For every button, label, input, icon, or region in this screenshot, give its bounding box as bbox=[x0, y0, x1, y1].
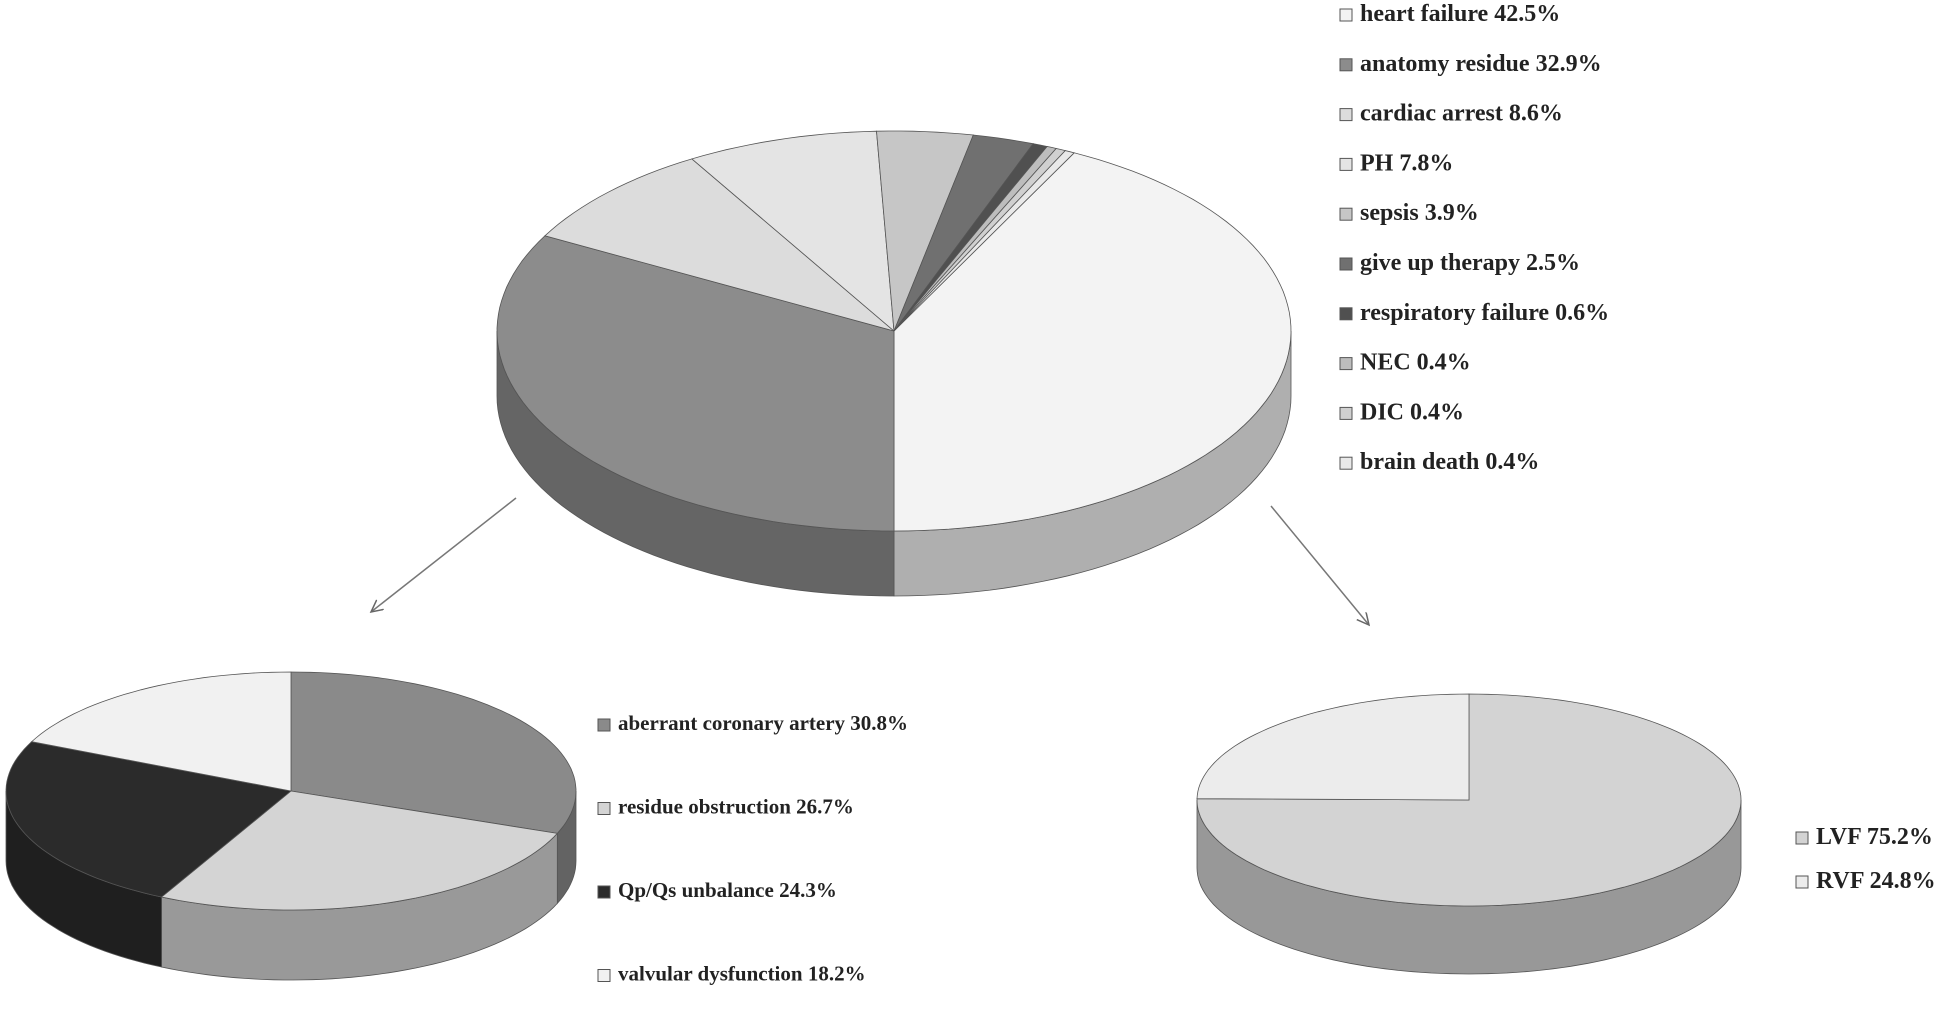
legend-swatch bbox=[1339, 157, 1353, 171]
legend-swatch bbox=[597, 802, 611, 815]
legend-swatch bbox=[1795, 875, 1809, 889]
pie-slice bbox=[876, 130, 974, 332]
legend-category: LVF bbox=[1816, 824, 1861, 850]
legend-label: sepsis 3.9% bbox=[1360, 200, 1479, 226]
pie-slice bbox=[290, 671, 577, 834]
legend-value: 0.4% bbox=[1417, 349, 1471, 375]
legend-value: 2.5% bbox=[1526, 250, 1580, 276]
legend-value: 0.4% bbox=[1485, 449, 1539, 475]
legend-category: valvular dysfunction bbox=[618, 961, 803, 985]
legend-value: 26.7% bbox=[796, 794, 854, 818]
legend-category: cardiac arrest bbox=[1360, 100, 1503, 126]
legend-swatch bbox=[1339, 307, 1353, 321]
legend-swatch bbox=[1339, 257, 1353, 271]
pie-slice bbox=[691, 130, 895, 332]
legend-category: sepsis bbox=[1360, 200, 1419, 226]
legend-label: Qp/Qs unbalance 24.3% bbox=[618, 878, 837, 902]
legend-swatch bbox=[1339, 58, 1353, 72]
legend-label: residue obstruction 26.7% bbox=[618, 794, 854, 818]
legend-value: 30.8% bbox=[850, 711, 908, 735]
legend-swatch bbox=[1795, 831, 1809, 845]
arrow bbox=[371, 497, 517, 612]
legend-label: DIC 0.4% bbox=[1360, 399, 1464, 425]
legend-category: Qp/Qs unbalance bbox=[618, 878, 774, 902]
legend-swatch bbox=[1339, 108, 1353, 122]
legend-value: 7.8% bbox=[1399, 150, 1453, 176]
legend-value: 0.6% bbox=[1555, 299, 1609, 325]
pie-slice bbox=[30, 671, 292, 792]
legend-value: 42.5% bbox=[1494, 1, 1560, 27]
legend-swatch bbox=[1339, 357, 1353, 371]
legend-value: 32.9% bbox=[1536, 50, 1602, 76]
legend-category: NEC bbox=[1360, 349, 1411, 375]
legend-category: DIC bbox=[1360, 399, 1404, 425]
legend-value: 3.9% bbox=[1425, 200, 1479, 226]
pie-slice bbox=[544, 158, 895, 332]
legend-category: PH bbox=[1360, 150, 1394, 176]
legend-label: LVF 75.2% bbox=[1816, 824, 1933, 850]
legend-category: aberrant coronary artery bbox=[618, 711, 846, 735]
pie-slice bbox=[893, 152, 1292, 532]
legend-value: 8.6% bbox=[1509, 100, 1563, 126]
legend-category: residue obstruction bbox=[618, 794, 791, 818]
legend-category: RVF bbox=[1816, 868, 1864, 894]
legend-label: anatomy residue 32.9% bbox=[1360, 50, 1602, 76]
legend-label: NEC 0.4% bbox=[1360, 349, 1471, 375]
legend-swatch bbox=[597, 969, 611, 982]
pie-slice bbox=[5, 741, 292, 898]
legend-category: give up therapy bbox=[1360, 250, 1520, 276]
legend-swatch bbox=[1339, 207, 1353, 221]
legend-swatch bbox=[1339, 456, 1353, 470]
pie-slice bbox=[160, 790, 559, 911]
legend-label: PH 7.8% bbox=[1360, 150, 1453, 176]
legend-value: 0.4% bbox=[1410, 399, 1464, 425]
legend-label: cardiac arrest 8.6% bbox=[1360, 100, 1563, 126]
legend-label: RVF 24.8% bbox=[1816, 868, 1936, 894]
legend-value: 24.3% bbox=[779, 878, 837, 902]
legend-value: 75.2% bbox=[1867, 824, 1933, 850]
legend-label: aberrant coronary artery 30.8% bbox=[618, 711, 908, 735]
legend-category: brain death bbox=[1360, 449, 1479, 475]
pie-slice bbox=[1196, 693, 1470, 801]
pie-slice bbox=[893, 150, 1075, 332]
legend-swatch bbox=[1339, 8, 1353, 22]
pie-slice bbox=[496, 235, 895, 532]
legend-label: brain death 0.4% bbox=[1360, 449, 1539, 475]
pie-slice bbox=[893, 134, 1034, 332]
legend-swatch bbox=[597, 718, 611, 732]
legend-category: heart failure bbox=[1360, 1, 1489, 27]
legend-label: give up therapy 2.5% bbox=[1360, 250, 1580, 276]
legend-category: anatomy residue bbox=[1360, 50, 1530, 76]
legend-label: valvular dysfunction 18.2% bbox=[618, 961, 866, 985]
legend-category: respiratory failure bbox=[1360, 299, 1549, 325]
legend-value: 18.2% bbox=[808, 961, 866, 985]
arrow bbox=[1270, 505, 1369, 625]
legend-swatch bbox=[1339, 406, 1353, 420]
legend-label: heart failure 42.5% bbox=[1360, 1, 1560, 27]
legend-swatch bbox=[597, 885, 611, 899]
legend-label: respiratory failure 0.6% bbox=[1360, 299, 1609, 325]
legend-value: 24.8% bbox=[1870, 868, 1936, 894]
